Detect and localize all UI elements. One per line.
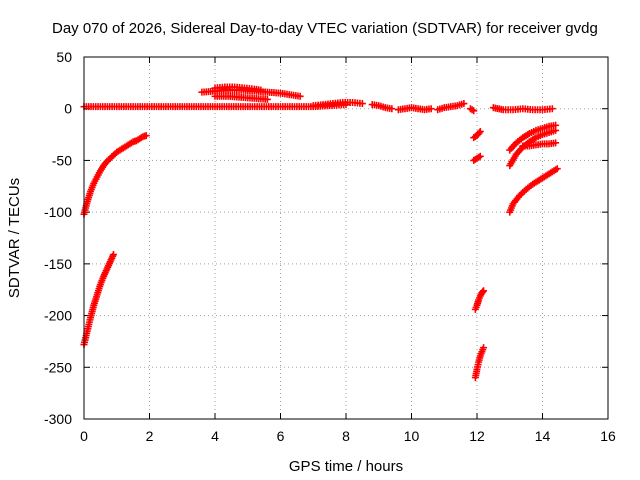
x-tick-label: 10 (404, 428, 420, 444)
y-tick-label: -250 (44, 359, 72, 375)
data-point (553, 165, 561, 173)
x-tick-label: 14 (535, 428, 551, 444)
series-arc-14 (471, 287, 488, 313)
series-arc-20 (506, 165, 561, 216)
x-tick-label: 0 (80, 428, 88, 444)
data-point (257, 86, 265, 94)
x-tick-label: 16 (600, 428, 616, 444)
data-point (479, 288, 487, 296)
series-arc-8 (368, 101, 396, 113)
series-arc-2 (80, 251, 117, 349)
series-arc-15 (471, 344, 488, 382)
x-tick-label: 4 (211, 428, 219, 444)
y-axis-label: SDTVAR / TECUs (6, 178, 23, 298)
data-point (468, 106, 476, 114)
grid (84, 57, 608, 419)
data-point (470, 107, 478, 115)
data-points (80, 83, 561, 382)
data-point (476, 152, 484, 160)
data-point (263, 95, 271, 103)
data-point (480, 344, 488, 352)
data-point (142, 132, 150, 140)
data-point (109, 251, 117, 259)
y-tick-label: -150 (44, 256, 72, 272)
y-tick-label: -300 (44, 411, 72, 427)
series-arc-17 (506, 121, 560, 154)
plot-frame (83, 56, 609, 420)
data-point (476, 127, 484, 135)
series-arc-5 (211, 83, 265, 94)
series-arc-11 (466, 105, 478, 115)
series-arc-18 (506, 126, 560, 170)
data-point (548, 105, 556, 113)
data-point (552, 139, 560, 147)
series-arc-13 (470, 152, 484, 164)
chart-title: Day 070 of 2026, Sidereal Day-to-day VTE… (52, 20, 598, 37)
series-arc-16 (489, 104, 556, 114)
x-tick-label: 12 (469, 428, 485, 444)
data-point (460, 100, 468, 108)
data-point (475, 129, 483, 137)
data-point (388, 105, 396, 113)
series-arc-1 (80, 132, 150, 218)
y-tick-label: -200 (44, 308, 72, 324)
series-arc-9 (394, 104, 435, 114)
y-tick-label: 50 (56, 49, 72, 65)
y-tick-label: -50 (52, 152, 72, 168)
y-tick-label: -100 (44, 204, 72, 220)
data-point (480, 287, 488, 295)
data-point (296, 92, 304, 100)
x-axis-label: GPS time / hours (289, 458, 403, 475)
series-arc-12 (470, 127, 484, 142)
series-arc-6 (211, 92, 271, 103)
series-arc-3 (80, 101, 350, 111)
data-point (358, 100, 366, 108)
x-tick-label: 8 (342, 428, 350, 444)
series-arc-10 (434, 100, 468, 114)
data-point (427, 105, 435, 113)
axis-ticks: 0 2 4 6 8 10 12 14 16 50 0 -50 -100 -150 -200 -250 -300 (44, 49, 616, 444)
x-tick-label: 6 (277, 428, 285, 444)
series-arc-7 (309, 99, 366, 110)
series-arc-19 (519, 139, 560, 150)
data-point (552, 126, 560, 134)
x-tick-label: 2 (146, 428, 154, 444)
y-tick-label: 0 (64, 101, 72, 117)
